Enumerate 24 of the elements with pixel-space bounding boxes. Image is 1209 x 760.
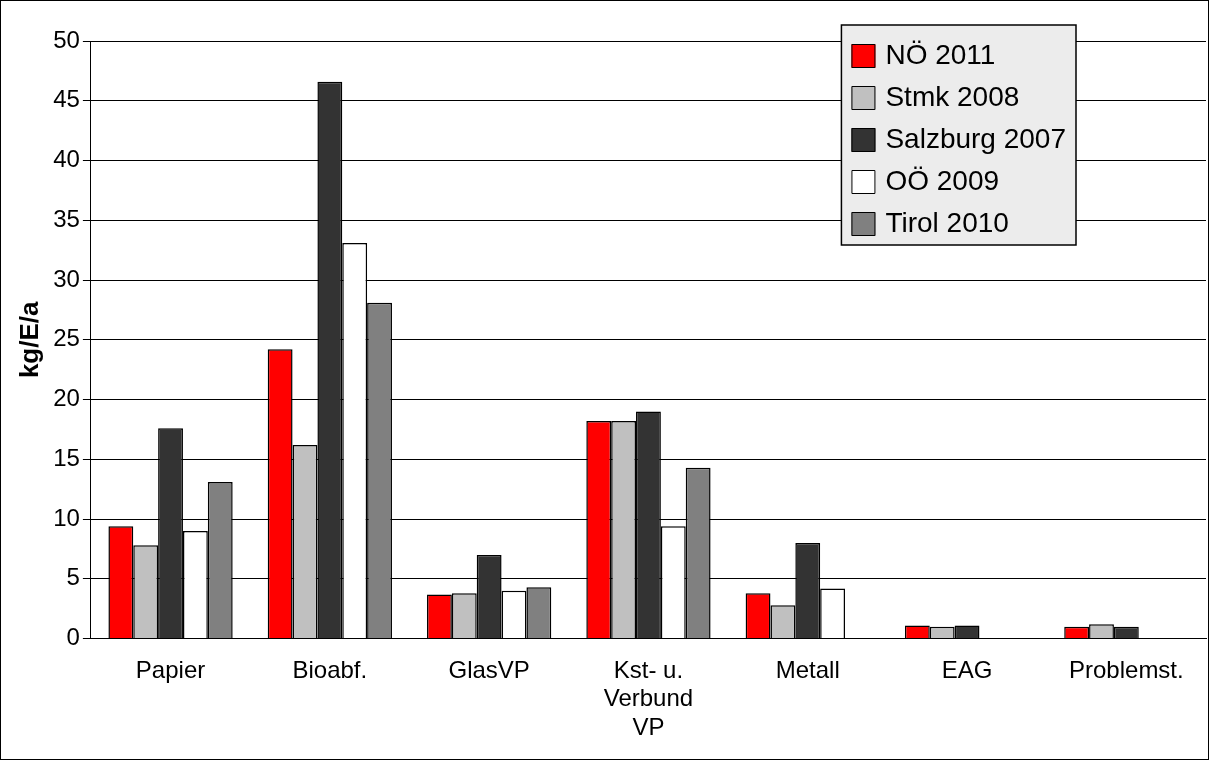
x-tick-label: EAG: [941, 655, 993, 683]
x-tick-label: GlasVP: [448, 655, 530, 683]
x-tick-label: Bioabf.: [292, 655, 368, 683]
legend-label: NÖ 2011: [885, 38, 996, 70]
x-tick-label: Problemst.: [1069, 655, 1184, 683]
y-tick-label: 0: [66, 623, 80, 651]
y-tick-label: 50: [53, 25, 80, 53]
y-tick-label: 35: [53, 204, 80, 232]
legend-label: Tirol 2010: [885, 206, 1009, 238]
y-axis-title: kg/E/a: [13, 300, 44, 379]
y-tick-label: 10: [53, 503, 80, 531]
y-tick-label: 30: [53, 264, 80, 292]
y-tick-label: 45: [53, 85, 80, 113]
legend-label: Stmk 2008: [885, 80, 1020, 112]
y-tick-label: 15: [53, 443, 80, 471]
y-tick-label: 20: [53, 384, 80, 412]
legend-label: OÖ 2009: [885, 164, 1000, 196]
x-tick-label: Metall: [775, 655, 840, 683]
x-tick-label: Papier: [135, 655, 206, 683]
y-tick-label: 25: [53, 324, 80, 352]
x-tick-label: Kst- u. Verbund VP: [603, 655, 694, 741]
legend-label: Salzburg 2007: [885, 122, 1066, 154]
y-tick-label: 40: [53, 145, 80, 173]
y-tick-label: 5: [66, 563, 80, 591]
